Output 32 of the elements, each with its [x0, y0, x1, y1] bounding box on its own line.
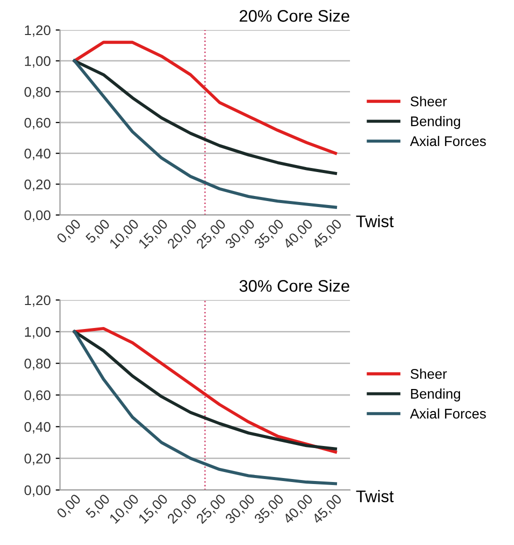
- x-tick-label: 5,00: [85, 493, 112, 520]
- line-series: [72, 59, 338, 209]
- x-tick-label: 5,00: [85, 218, 112, 245]
- line-series: [72, 40, 338, 155]
- y-tick-label: 0,20: [24, 454, 50, 466]
- y-tick-label: 0,60: [24, 118, 50, 130]
- y-tick-label: 0,80: [24, 87, 50, 98]
- x-tick-label: 0,00: [56, 493, 82, 520]
- x-axis-title: Twist: [356, 490, 394, 502]
- y-tick-label: 0,20: [24, 180, 50, 191]
- y-tick-label: 0,00: [24, 485, 50, 497]
- legend-label: Sheer: [410, 368, 447, 379]
- x-axis-title: Twist: [356, 215, 394, 228]
- y-tick-label: 0,40: [24, 422, 50, 434]
- y-tick-label: 0,60: [24, 390, 50, 402]
- legend-label: Axial Forces: [410, 408, 486, 419]
- legend-label: Sheer: [410, 96, 447, 106]
- y-tick-label: 0,40: [24, 148, 50, 160]
- legend-label: Axial Forces: [410, 136, 486, 146]
- y-tick-label: 1,20: [25, 295, 50, 307]
- chart-title: 30% Core Size: [239, 280, 350, 292]
- x-tick-label: 0,00: [56, 218, 82, 245]
- line-series: [72, 330, 338, 486]
- y-tick-label: 0,80: [24, 358, 50, 370]
- y-tick-label: 1,20: [25, 25, 50, 37]
- y-tick-label: 0,00: [24, 210, 50, 222]
- y-tick-label: 1,00: [25, 56, 50, 68]
- chart-title: 20% Core Size: [240, 10, 350, 22]
- legend-label: Bending: [411, 116, 460, 129]
- line-series: [72, 59, 338, 175]
- legend-label: Bending: [411, 388, 460, 402]
- y-tick-label: 1,00: [25, 327, 50, 338]
